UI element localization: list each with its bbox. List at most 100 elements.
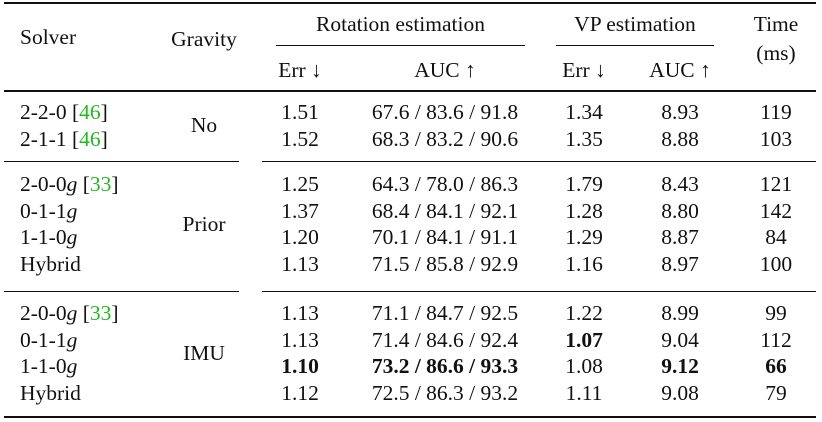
header-solver: Solver xyxy=(20,25,77,49)
vp-auc-value: 8.97 xyxy=(661,251,699,276)
group-rule-1 xyxy=(4,161,239,162)
rot-auc-value: 71.1 / 84.7 / 92.5 xyxy=(371,301,519,325)
rot-err-value: 1.13 xyxy=(281,301,319,325)
citation-number: 46 xyxy=(79,126,101,151)
header-vp-auc: AUC ↑ xyxy=(649,58,711,82)
top-rule xyxy=(4,2,816,4)
header-vp-estimation: VP estimation xyxy=(574,12,696,36)
solver-name: 0-1-1g xyxy=(20,327,77,353)
rotation-header-rule xyxy=(276,45,525,46)
solver-base: 1-1-0 xyxy=(20,225,67,249)
solver-suffix: g xyxy=(66,327,78,352)
solver-base: 2-0-0 xyxy=(20,301,67,325)
rot-err-value: 1.51 xyxy=(281,100,319,124)
rot-auc-value: 68.3 / 83.2 / 90.6 xyxy=(371,126,519,151)
time-value: 121 xyxy=(759,172,793,196)
vp-auc-value: 8.43 xyxy=(661,172,699,196)
time-value: 100 xyxy=(759,251,793,276)
gravity-label: IMU xyxy=(183,340,225,365)
solver-base: 0-1-1 xyxy=(20,327,67,352)
vp-err-value: 1.08 xyxy=(565,354,603,378)
rot-auc-value: 71.5 / 85.8 / 92.9 xyxy=(371,251,519,276)
rot-err-value: 1.12 xyxy=(281,380,319,405)
vp-auc-value: 8.80 xyxy=(661,198,699,223)
rot-auc-value: 68.4 / 84.1 / 92.1 xyxy=(371,198,519,223)
citation: [33] xyxy=(82,172,119,196)
vp-err-value: 1.34 xyxy=(565,100,603,124)
header-time-unit: (ms) xyxy=(756,41,796,65)
vp-err-value: 1.11 xyxy=(565,380,603,405)
header-rotation-estimation: Rotation estimation xyxy=(316,12,485,36)
rot-err-value: 1.13 xyxy=(281,251,319,276)
time-value: 142 xyxy=(759,198,793,223)
group-rule-1-right xyxy=(262,161,816,162)
rot-auc-value: 67.6 / 83.6 / 91.8 xyxy=(371,100,519,124)
header-rot-err: Err ↓ xyxy=(278,58,322,82)
header-rot-auc: AUC ↑ xyxy=(414,58,476,82)
citation: [46] xyxy=(71,126,108,151)
solver-name: 0-1-1g xyxy=(20,198,77,224)
rot-auc-value: 72.5 / 86.3 / 93.2 xyxy=(371,380,519,405)
vp-auc-value: 8.93 xyxy=(661,100,699,124)
solver-name: Hybrid xyxy=(20,251,81,277)
solver-name: 2-0-0g [33] xyxy=(20,171,119,197)
vp-err-value: 1.22 xyxy=(565,301,603,325)
rot-err-value: 1.20 xyxy=(281,225,319,249)
vp-auc-value: 8.88 xyxy=(661,126,699,151)
gravity-label: Prior xyxy=(182,211,226,236)
header-vp-err: Err ↓ xyxy=(562,58,606,82)
vp-err-value: 1.16 xyxy=(565,251,603,276)
solver-suffix: g xyxy=(66,301,78,325)
rot-auc-value: 70.1 / 84.1 / 91.1 xyxy=(371,225,519,249)
solver-name: 1-1-0g xyxy=(20,353,77,379)
time-value: 112 xyxy=(760,327,792,352)
header-gravity: Gravity xyxy=(171,27,237,51)
rot-err-value: 1.37 xyxy=(281,198,319,223)
solver-name: 2-1-1 [46] xyxy=(20,126,108,152)
header-rule xyxy=(4,90,816,92)
solver-base: 2-1-1 xyxy=(20,126,72,151)
time-value: 84 xyxy=(765,225,787,249)
rot-err-value: 1.10 xyxy=(281,354,319,378)
vp-auc-value: 8.87 xyxy=(661,225,699,249)
group-rule-2-right xyxy=(262,291,816,292)
bottom-rule xyxy=(4,416,816,418)
group-rule-2 xyxy=(4,291,239,292)
rot-err-value: 1.25 xyxy=(281,172,319,196)
rot-auc-value: 71.4 / 84.6 / 92.4 xyxy=(371,327,519,352)
header-time: Time xyxy=(753,12,799,36)
rot-auc-value: 64.3 / 78.0 / 86.3 xyxy=(371,172,519,196)
vp-header-rule xyxy=(556,45,714,46)
vp-auc-value: 9.12 xyxy=(661,354,699,378)
time-value: 66 xyxy=(765,354,787,378)
solver-suffix: g xyxy=(66,198,78,223)
rot-err-value: 1.13 xyxy=(281,327,319,352)
citation: [33] xyxy=(82,301,119,325)
citation: [46] xyxy=(71,100,108,124)
solver-name: 2-0-0g [33] xyxy=(20,300,119,326)
vp-auc-value: 9.08 xyxy=(661,380,699,405)
solver-suffix: g xyxy=(66,225,78,249)
solver-base: 1-1-0 xyxy=(20,354,67,378)
vp-err-value: 1.07 xyxy=(565,327,603,352)
solver-base: 2-0-0 xyxy=(20,172,67,196)
solver-base: Hybrid xyxy=(20,380,81,405)
citation-number: 33 xyxy=(89,301,112,325)
time-value: 99 xyxy=(765,301,787,325)
vp-auc-value: 9.04 xyxy=(661,327,699,352)
vp-err-value: 1.28 xyxy=(565,198,603,223)
rot-auc-value: 73.2 / 86.6 / 93.3 xyxy=(371,354,519,378)
solver-suffix: g xyxy=(66,172,78,196)
gravity-label: No xyxy=(190,113,218,138)
time-value: 79 xyxy=(765,380,787,405)
solver-base: Hybrid xyxy=(20,251,81,276)
vp-err-value: 1.79 xyxy=(565,172,603,196)
solver-name: 2-2-0 [46] xyxy=(20,99,108,125)
time-value: 103 xyxy=(759,126,793,151)
solver-suffix: g xyxy=(66,354,78,378)
vp-err-value: 1.35 xyxy=(565,126,603,151)
rot-err-value: 1.52 xyxy=(281,126,319,151)
vp-err-value: 1.29 xyxy=(565,225,603,249)
citation-number: 33 xyxy=(89,172,112,196)
